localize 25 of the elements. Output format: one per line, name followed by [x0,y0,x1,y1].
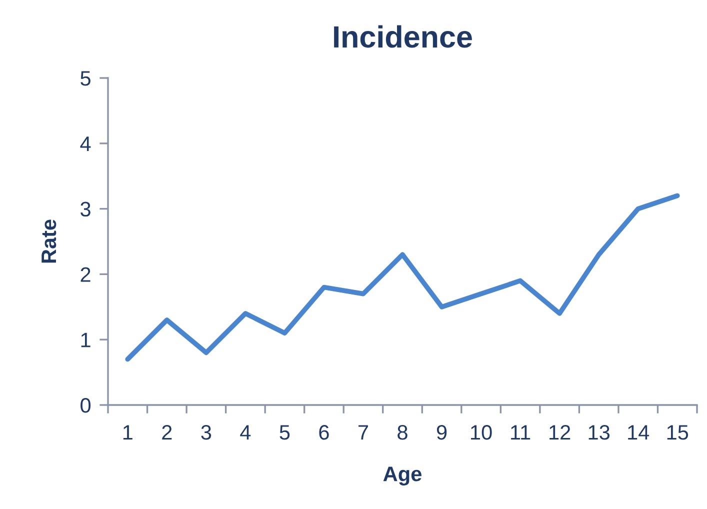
y-tick-label: 0 [80,398,91,413]
x-tick-label: 4 [240,425,251,440]
y-tick-label: 2 [80,267,90,282]
x-tick-label: 14 [628,425,650,440]
x-tick-label: 9 [436,424,447,440]
chart-title: Incidence [334,25,472,48]
x-tick-label: 15 [667,425,688,440]
x-tick-label: 1 [123,425,132,440]
line-series [125,193,680,362]
x-tick-label: 6 [319,424,329,440]
y-tick-label: 1 [81,332,90,348]
x-axis-title: Age [383,466,422,486]
x-tick-label: 5 [280,425,290,440]
x-tick-label: 7 [358,425,368,440]
y-tick-label: 3 [80,202,90,217]
y-axis-title: Rate [42,220,56,263]
y-tick-label: 4 [80,136,91,151]
x-tick-label: 2 [162,424,172,440]
x-tick-label: 8 [398,424,408,440]
x-tick-label: 11 [511,425,530,440]
x-tick-label: 13 [588,424,610,440]
y-tick-label: 5 [80,71,90,86]
x-tick-label: 3 [201,424,212,440]
x-tick-label: 10 [471,424,492,440]
x-tick-label: 12 [550,424,570,440]
